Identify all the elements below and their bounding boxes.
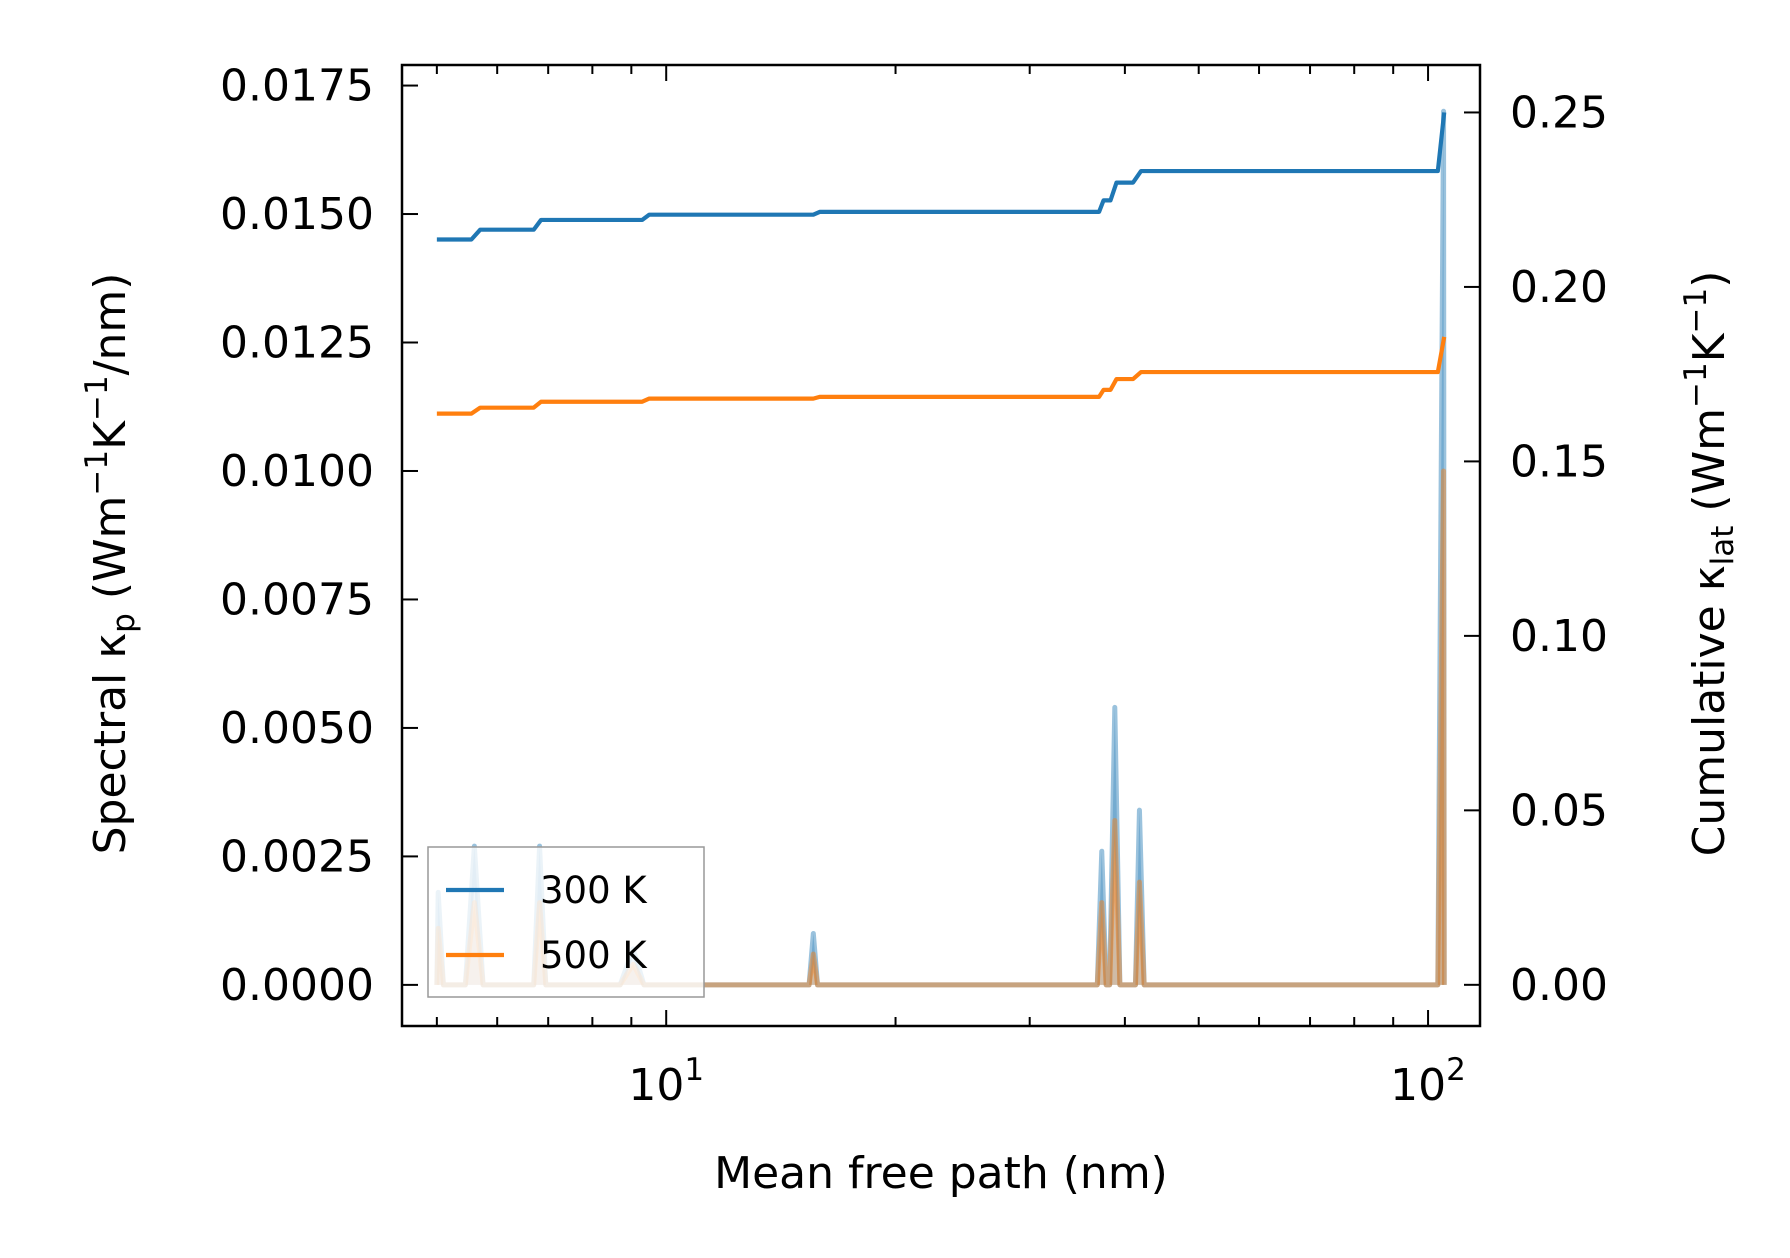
left-y-tick-label: 0.0000 [220, 960, 374, 1011]
cumulative-line-500k [436, 336, 1447, 416]
x-tick-exponent: 2 [1446, 1052, 1466, 1088]
x-tick-base: 10 [628, 1060, 684, 1111]
left-y-tick-label: 0.0025 [220, 831, 374, 882]
x-tick-base: 10 [1390, 1060, 1446, 1111]
right-y-tick-label: 0.10 [1510, 611, 1608, 662]
left-y-axis-label-mid: (Wm [85, 496, 136, 614]
left-y-tick-label: 0.0050 [220, 703, 374, 754]
axes: 101 1020.00000.00250.00500.00750.01000.01… [79, 61, 1741, 1199]
left-y-tick-label: 0.0150 [220, 189, 374, 240]
right-y-tick-label: 0.25 [1510, 87, 1608, 138]
right-y-axis-label: Cumulative κlat (Wm−1K−1) [1678, 271, 1741, 857]
left-y-axis-label-sub: p [106, 613, 142, 633]
legend-label: 500 K [540, 934, 648, 977]
x-tick-exponent: 1 [684, 1052, 704, 1088]
left-y-axis-label-post: /nm) [85, 273, 136, 376]
right-y-axis-label-pre: Cumulative κ [1684, 565, 1735, 856]
axes-frame [400, 63, 1482, 1028]
x-tick-label: 101 [628, 1052, 704, 1111]
legend-box [427, 846, 705, 998]
right-y-axis-label-sub: lat [1705, 526, 1741, 566]
right-y-axis-label-post: ) [1684, 271, 1735, 288]
right-y-axis-label-mid: (Wm [1684, 408, 1735, 526]
cumulative-line-300k [436, 112, 1447, 242]
left-y-tick-label: 0.0075 [220, 574, 374, 625]
x-axis-label: Mean free path (nm) [714, 1148, 1168, 1199]
left-y-axis-label: Spectral κp (Wm−1K−1/nm) [79, 273, 142, 855]
right-y-tick-label: 0.00 [1510, 960, 1608, 1011]
left-y-tick-label: 0.0100 [220, 446, 374, 497]
left-y-axis-label-sup2: −1 [79, 375, 115, 421]
left-y-axis-label-k: K [85, 420, 136, 450]
legend: 300 K 500 K [427, 846, 705, 998]
right-y-axis-label-k: K [1684, 332, 1735, 362]
left-y-axis-label-sup1: −1 [79, 450, 115, 496]
left-y-tick-label: 0.0125 [220, 318, 374, 369]
right-y-axis-label-sup2: −1 [1678, 288, 1714, 334]
right-y-axis-label-sup1: −1 [1678, 362, 1714, 408]
left-y-axis-label-pre: Spectral κ [85, 633, 136, 855]
x-tick-label: 102 [1390, 1052, 1466, 1111]
right-y-tick-label: 0.20 [1510, 262, 1608, 313]
right-y-tick-label: 0.05 [1510, 785, 1608, 836]
right-y-tick-label: 0.15 [1510, 436, 1608, 487]
left-y-tick-label: 0.0175 [220, 61, 374, 112]
legend-label: 300 K [540, 869, 648, 912]
